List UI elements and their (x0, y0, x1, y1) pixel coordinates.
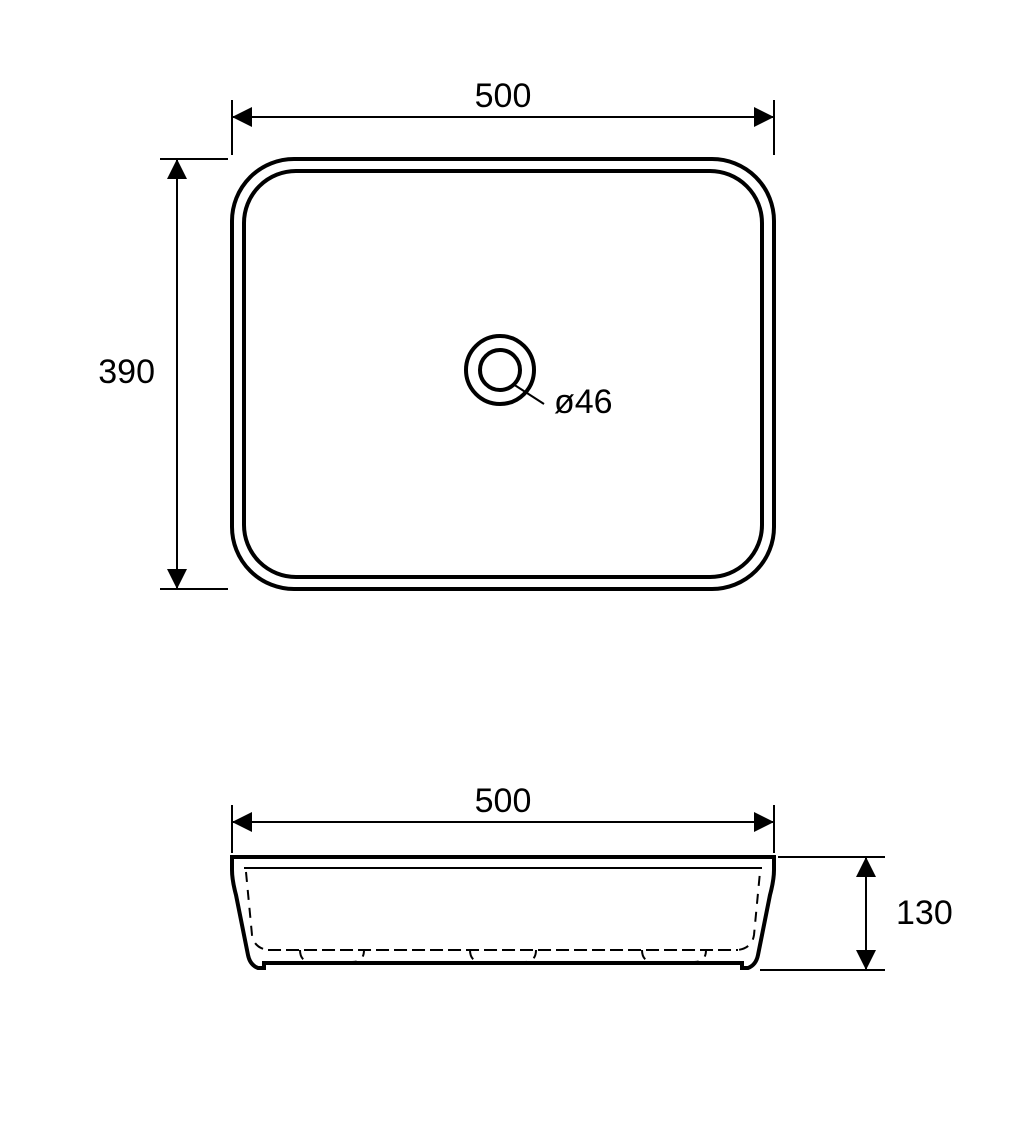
plan-height-label: 390 (98, 353, 155, 391)
basin-outer-edge (232, 159, 774, 589)
dim-elevation-height: 130 (760, 857, 953, 970)
basin-profile (232, 857, 774, 968)
plan-width-label: 500 (475, 77, 532, 115)
hidden-foot-center (470, 950, 536, 962)
elevation-width-label: 500 (475, 782, 532, 820)
drain-diameter-label: ø46 (554, 383, 613, 421)
hidden-foot-left (300, 950, 364, 962)
elevation-height-label: 130 (896, 894, 953, 932)
elevation-view: 500 130 (232, 782, 953, 970)
hidden-bowl-profile (246, 872, 760, 950)
dim-plan-width: 500 (232, 77, 774, 155)
technical-drawing: ø46 500 390 500 (0, 0, 1024, 1147)
drain-outer-circle (466, 336, 534, 404)
plan-view: ø46 500 390 (98, 77, 774, 589)
dim-plan-height: 390 (98, 159, 228, 589)
dim-elevation-width: 500 (232, 782, 774, 853)
hidden-foot-right (642, 950, 706, 962)
basin-inner-edge (244, 171, 762, 577)
